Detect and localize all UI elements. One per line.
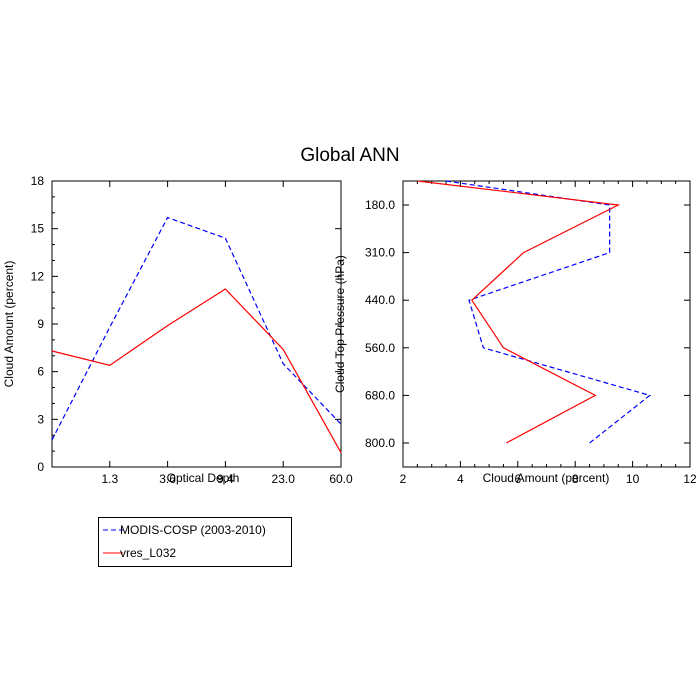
legend-label-vres: vres_L032 (120, 546, 177, 560)
left-y-tick-label: 3 (37, 412, 44, 426)
legend-label-modis: MODIS-COSP (2003-2010) (120, 523, 266, 537)
right-y-tick-label: 440.0 (365, 293, 395, 307)
right-x-tick-label: 6 (514, 472, 521, 486)
right-x-tick-label: 12 (683, 472, 697, 486)
legend-entry-vres: vres_L032 (99, 542, 291, 564)
left-x-tick-label: 3.6 (159, 472, 176, 486)
right-x-tick-label: 4 (457, 472, 464, 486)
right-y-tick-label: 180.0 (365, 198, 395, 212)
left-series-vres (51, 288, 342, 453)
right-x-tick-label: 2 (400, 472, 407, 486)
right-y-tick-label: 310.0 (365, 246, 395, 260)
left-y-tick-label: 6 (37, 365, 44, 379)
right-y-tick-label: 560.0 (365, 341, 395, 355)
left-y-tick-label: 15 (31, 222, 45, 236)
legend-swatch-vres (103, 552, 123, 554)
right-panel: 2 4 6 8 10 12 180.0 310.0 440.0 560.0 680.0 800.0 C… (333, 180, 697, 486)
left-y-axis-label: Cloud Amount (percent) (2, 261, 16, 388)
right-series-modis (445, 180, 652, 444)
left-y-tick-label: 0 (37, 460, 44, 474)
left-plot-frame (51, 180, 342, 468)
right-series-vres (417, 180, 621, 444)
right-y-tick-label: 800.0 (365, 436, 395, 450)
right-x-tick-label: 8 (572, 472, 579, 486)
chart-title: Global ANN (300, 145, 399, 166)
left-x-tick-label: 1.3 (101, 472, 118, 486)
left-y-tick-label: 9 (37, 317, 44, 331)
left-x-axis-label: Optical Depth (167, 471, 240, 485)
left-x-tick-label: 23.0 (272, 472, 296, 486)
left-series-modis (51, 216, 342, 441)
left-y-tick-label: 18 (31, 174, 45, 188)
left-panel: 0 3 6 9 12 15 18 1.3 3.6 9.4 23.0 60.0 Optical Dept… (2, 174, 353, 486)
right-x-tick-label: 10 (626, 472, 640, 486)
right-y-tick-label: 680.0 (365, 388, 395, 402)
right-x-axis-label: Cloud Amount (percent) (483, 471, 610, 485)
left-x-tick-label: 60.0 (329, 472, 353, 486)
legend: MODIS-COSP (2003-2010) vres_L032 (98, 517, 292, 567)
legend-entry-modis: MODIS-COSP (2003-2010) (99, 519, 291, 541)
right-plot-frame (402, 180, 691, 468)
right-y-axis-label: Cloud Top Pressure (hPa) (333, 255, 347, 393)
left-y-tick-label: 12 (31, 269, 45, 283)
legend-swatch-modis (103, 529, 123, 531)
left-x-tick-label: 9.4 (217, 472, 234, 486)
